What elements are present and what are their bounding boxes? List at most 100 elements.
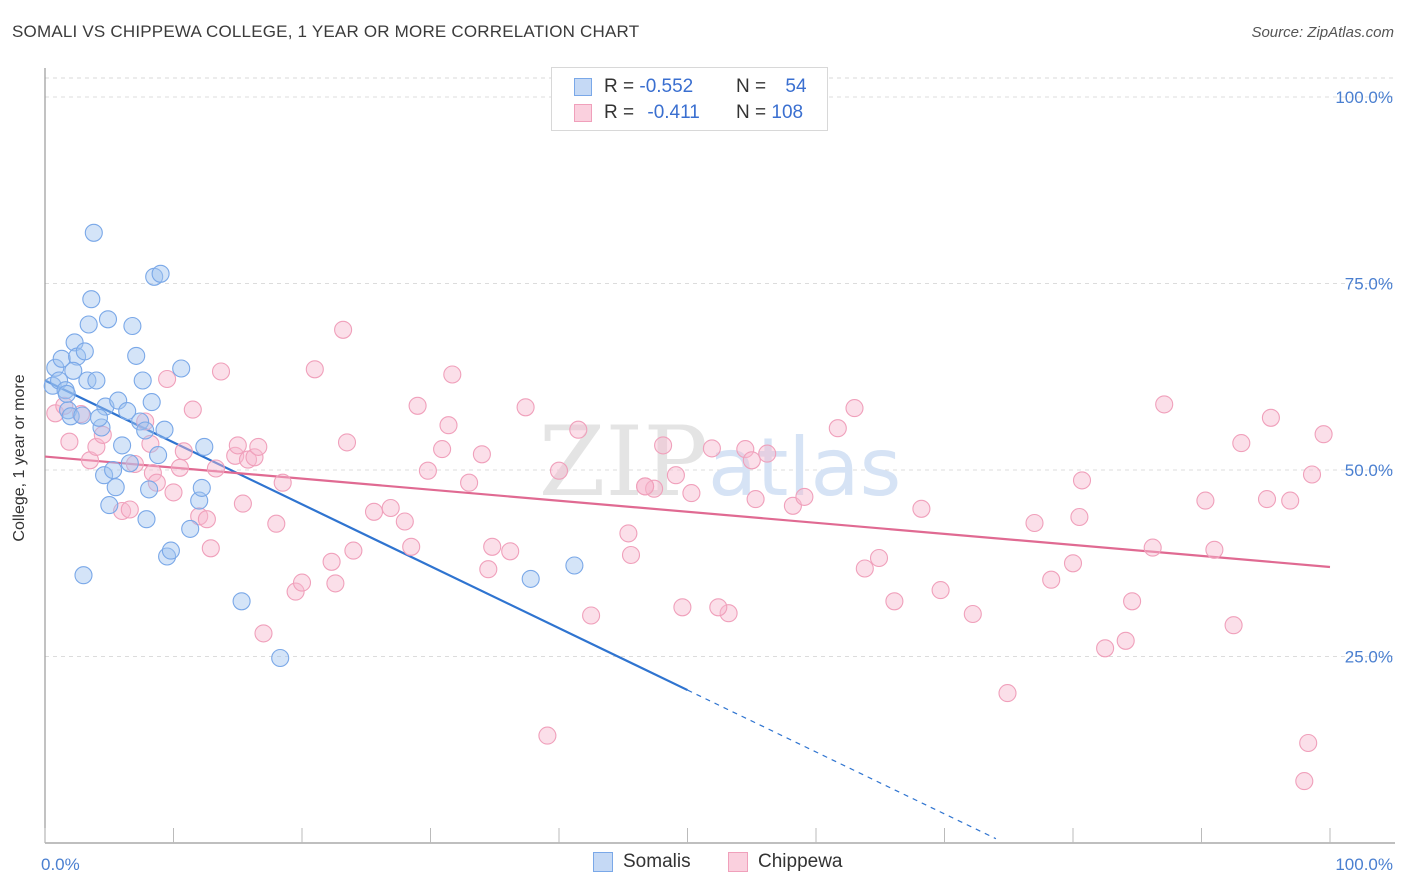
chart-title: SOMALI VS CHIPPEWA COLLEGE, 1 YEAR OR MO… xyxy=(12,22,640,41)
point-somalis xyxy=(64,361,83,380)
legend-item-chippewa[interactable]: Chippewa xyxy=(728,851,843,873)
point-chippewa xyxy=(402,537,421,556)
point-somalis xyxy=(104,460,123,480)
point-somalis xyxy=(149,446,168,465)
point-chippewa xyxy=(286,582,305,601)
legend-label-somalis: Somalis xyxy=(623,851,691,872)
point-chippewa xyxy=(1123,592,1142,611)
point-chippewa xyxy=(326,574,345,593)
point-chippewa xyxy=(337,433,357,452)
point-chippewa xyxy=(1063,554,1083,573)
point-chippewa xyxy=(93,425,112,444)
point-chippewa xyxy=(621,545,641,565)
point-chippewa xyxy=(501,542,520,561)
point-chippewa xyxy=(746,490,765,509)
point-somalis xyxy=(120,454,139,473)
point-chippewa xyxy=(869,548,889,568)
point-chippewa xyxy=(292,573,312,592)
watermark-zip: ZIP xyxy=(539,406,708,518)
point-somalis xyxy=(87,371,106,390)
point-somalis xyxy=(172,359,191,378)
point-somalis xyxy=(79,315,98,334)
point-somalis xyxy=(142,393,161,412)
point-somalis xyxy=(109,391,128,410)
point-chippewa xyxy=(1314,425,1333,444)
point-somalis xyxy=(136,421,155,440)
trend-line-chippewa xyxy=(44,455,1331,569)
point-somalis xyxy=(192,478,211,497)
point-chippewa xyxy=(418,461,437,480)
point-chippewa xyxy=(408,396,427,415)
point-chippewa xyxy=(1025,513,1044,533)
point-chippewa xyxy=(479,560,498,579)
point-chippewa xyxy=(1257,490,1277,509)
point-somalis xyxy=(181,519,200,538)
point-chippewa xyxy=(170,458,189,477)
point-chippewa xyxy=(267,514,286,533)
point-chippewa xyxy=(305,360,324,379)
legend-row-chippewa: R = -0.411 N = 108 xyxy=(574,101,803,125)
point-chippewa xyxy=(322,552,341,571)
r-value: -0.411 xyxy=(647,102,700,123)
point-chippewa xyxy=(1143,538,1162,557)
point-somalis xyxy=(133,371,152,390)
point-somalis xyxy=(140,480,159,499)
r-label: R = xyxy=(604,76,640,97)
trend-line-somalis xyxy=(44,379,688,692)
legend-n-somalis: N = 54 xyxy=(736,76,807,98)
trend-lines xyxy=(44,379,1331,840)
point-somalis xyxy=(100,496,119,515)
legend-n-chippewa: N = 108 xyxy=(736,102,803,124)
point-somalis xyxy=(521,569,540,588)
point-somalis xyxy=(82,290,101,309)
point-chippewa xyxy=(998,684,1017,703)
point-chippewa xyxy=(433,440,452,459)
point-chippewa xyxy=(549,461,569,480)
point-chippewa xyxy=(211,362,231,381)
y-tick-label: 25.0% xyxy=(1345,648,1393,667)
n-label: N = xyxy=(736,76,772,97)
gridlines xyxy=(45,77,1395,657)
x-tick-label-max: 100.0% xyxy=(1335,855,1393,874)
watermark-atlas: atlas xyxy=(708,421,901,514)
point-chippewa xyxy=(1042,570,1061,589)
point-chippewa xyxy=(1116,631,1135,650)
point-chippewa xyxy=(885,592,904,611)
point-chippewa xyxy=(381,498,400,518)
series-legend: Somalis Chippewa xyxy=(0,851,1406,877)
legend-item-somalis[interactable]: Somalis xyxy=(593,851,691,873)
point-chippewa xyxy=(197,510,216,529)
point-chippewa xyxy=(516,398,535,417)
legend-row-somalis: R = -0.552 N = 54 xyxy=(574,75,807,99)
point-somalis xyxy=(127,346,146,365)
point-chippewa xyxy=(1196,491,1215,510)
point-chippewa xyxy=(120,500,139,519)
legend-r-chippewa: R = -0.411 xyxy=(604,102,736,124)
axes xyxy=(44,68,1395,844)
point-chippewa xyxy=(1299,733,1318,753)
point-chippewa xyxy=(201,539,220,558)
point-chippewa xyxy=(164,483,183,502)
point-chippewa xyxy=(60,432,79,451)
x-tick-label-min: 0.0% xyxy=(41,855,80,874)
point-chippewa xyxy=(736,440,755,459)
tick-labels: 25.0% 50.0% 75.0% 100.0% 0.0% 100.0% xyxy=(41,88,1393,874)
point-chippewa xyxy=(1096,639,1115,658)
point-chippewa xyxy=(666,466,685,485)
point-somalis xyxy=(89,408,109,427)
y-tick-label: 50.0% xyxy=(1345,461,1393,480)
point-chippewa xyxy=(1072,471,1092,490)
point-somalis xyxy=(113,436,132,455)
data-points xyxy=(43,223,1333,791)
point-somalis xyxy=(57,384,76,403)
point-somalis xyxy=(565,556,584,575)
point-chippewa xyxy=(931,581,950,600)
point-somalis xyxy=(151,264,170,283)
point-somalis xyxy=(155,420,174,439)
point-chippewa xyxy=(334,320,353,339)
point-somalis xyxy=(232,592,251,611)
point-somalis xyxy=(84,223,103,242)
point-chippewa xyxy=(460,473,479,492)
point-chippewa xyxy=(1224,616,1243,635)
